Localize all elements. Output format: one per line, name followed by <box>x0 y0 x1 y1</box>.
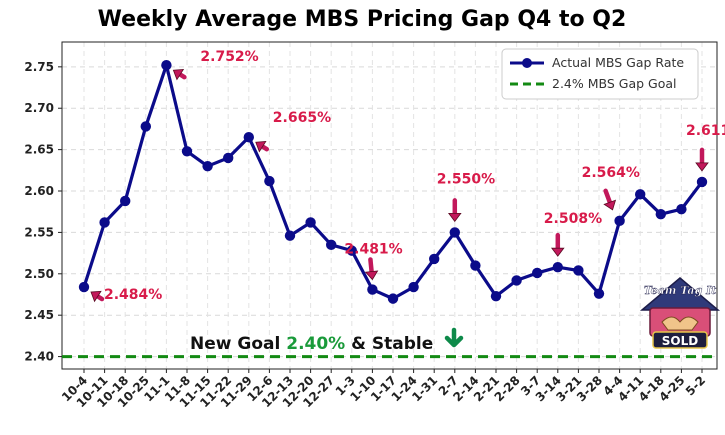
data-point <box>490 290 502 302</box>
annotation-label: 2.481% <box>344 242 402 258</box>
data-point <box>532 267 543 279</box>
annotation-label: 2.508% <box>544 211 602 227</box>
goal-note-prefix: New Goal <box>190 334 286 354</box>
data-point <box>78 281 90 293</box>
badge-sold-label: SOLD <box>662 334 698 348</box>
annotation-arrowhead <box>364 270 379 281</box>
plot-frame <box>61 41 718 370</box>
legend-goal-label: 2.4% MBS Gap Goal <box>552 76 677 91</box>
data-point <box>655 208 666 220</box>
data-point <box>429 253 440 265</box>
data-annotations: 2.752% 2.665% 2.484% 2.481% 2.550% 2.508% 2.56… <box>104 49 725 303</box>
data-point <box>223 152 234 164</box>
annotation-arrowhead <box>447 213 462 223</box>
y-tick-label: 2.40 <box>24 350 54 364</box>
grid-lines <box>62 42 717 369</box>
data-point <box>387 293 399 304</box>
badge-sold-plate <box>652 331 708 349</box>
data-point <box>284 230 296 241</box>
x-tick-label: 5-2 <box>683 373 708 398</box>
data-point <box>243 132 254 143</box>
annotation-arrow <box>260 144 270 152</box>
y-axis-ticks: 2.40 2.45 2.50 2.55 2.60 2.65 2.70 2.75 <box>24 60 62 364</box>
data-point <box>367 284 378 295</box>
legend-box <box>501 48 699 100</box>
data-point <box>161 59 172 71</box>
y-tick-label: 2.70 <box>24 101 54 115</box>
legend-series-label: Actual MBS Gap Rate <box>552 55 684 70</box>
annotation-arrowhead <box>255 140 267 153</box>
chart-title: Weekly Average MBS Pricing Gap Q4 to Q2 <box>98 7 627 32</box>
data-point <box>511 275 522 286</box>
series-actual-mbs-gap-rate <box>78 59 708 304</box>
data-point <box>676 204 687 215</box>
annotation-arrow <box>95 294 105 302</box>
data-point <box>449 227 460 238</box>
annotation-arrowhead <box>90 290 102 303</box>
y-tick-label: 2.75 <box>24 60 54 74</box>
annotation-label: 2.484% <box>104 287 162 303</box>
legend: Actual MBS Gap Rate 2.4% MBS Gap Goal <box>501 48 699 100</box>
data-point <box>140 121 151 132</box>
data-point <box>264 175 275 187</box>
goal-note-suffix: & Stable <box>345 334 433 354</box>
goal-note: New Goal 2.40% & Stable <box>190 327 464 354</box>
data-point <box>635 189 646 200</box>
data-point <box>470 260 481 271</box>
annotation-arrow <box>177 72 187 80</box>
y-tick-label: 2.60 <box>24 184 54 198</box>
goal-note-value: 2.40% <box>286 334 345 354</box>
annotation-arrow <box>368 257 374 274</box>
team-tag-it-badge: SOLD Team Tag It <box>639 277 721 349</box>
data-point <box>408 281 419 293</box>
annotation-label: 2.665% <box>273 110 331 126</box>
annotation-arrowhead <box>603 199 617 211</box>
data-point <box>305 217 316 228</box>
data-point <box>120 195 131 207</box>
annotation-label: 2.564% <box>582 165 640 181</box>
y-tick-label: 2.50 <box>24 267 54 281</box>
data-point <box>202 160 213 172</box>
annotation-arrowhead <box>695 162 709 172</box>
data-point <box>346 245 357 256</box>
data-point <box>552 261 563 273</box>
down-arrow-icon <box>444 327 464 348</box>
data-point <box>614 215 625 227</box>
data-point <box>696 176 708 188</box>
annotation-arrowhead <box>172 68 185 81</box>
data-point <box>593 288 605 299</box>
x-axis-ticks: 10-410-1110-1810-2511-111-811-1511-2211-… <box>59 369 708 410</box>
annotation-arrows <box>90 68 709 303</box>
legend-series-marker <box>522 58 532 68</box>
y-tick-label: 2.55 <box>24 225 54 239</box>
annotation-arrow <box>603 188 613 205</box>
annotation-label: 2.550% <box>437 171 495 187</box>
handshake-icon <box>661 316 699 331</box>
y-tick-label: 2.45 <box>24 308 54 322</box>
annotation-arrowhead <box>550 247 565 257</box>
annotation-label: 2.611% <box>686 123 725 139</box>
data-point <box>326 239 337 251</box>
goal-note-text: New Goal 2.40% & Stable <box>190 334 433 354</box>
y-tick-label: 2.65 <box>24 143 54 157</box>
annotation-label: 2.752% <box>200 49 258 65</box>
data-point <box>573 265 584 276</box>
data-point <box>99 217 110 228</box>
badge-team-label: Team Tag It <box>644 284 717 297</box>
data-point <box>181 146 193 157</box>
